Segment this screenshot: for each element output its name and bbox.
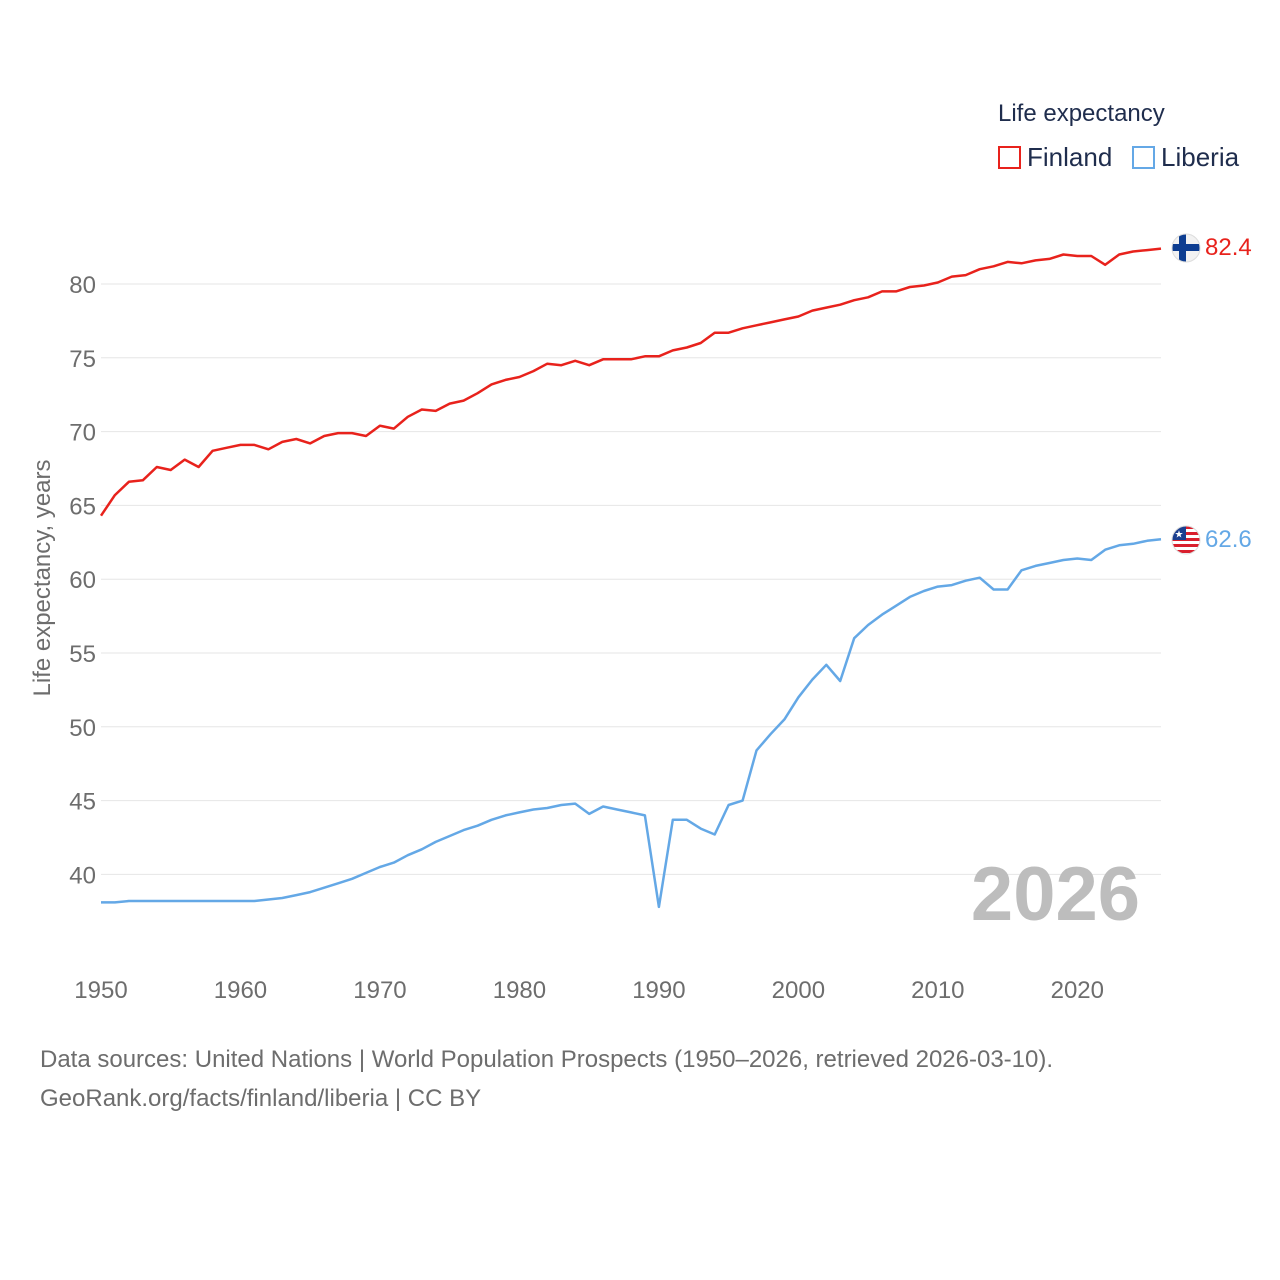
legend-item-finland[interactable]: Finland <box>998 142 1112 173</box>
y-tick-label: 40 <box>69 862 96 889</box>
y-tick-label: 80 <box>69 272 96 299</box>
liberia-end-value: 62.6 <box>1205 526 1252 553</box>
series-lines <box>99 247 1162 909</box>
source-line-1: Data sources: United Nations | World Pop… <box>40 1046 1054 1073</box>
y-tick-label: 70 <box>69 420 96 447</box>
series-line-finland <box>99 247 1162 517</box>
legend-label-finland: Finland <box>1027 142 1113 172</box>
x-tick-label: 2010 <box>911 977 964 1004</box>
legend-label-liberia: Liberia <box>1161 142 1240 172</box>
y-tick-label: 45 <box>69 789 96 816</box>
y-axis-label: Life expectancy, years <box>29 459 56 696</box>
year-watermark: 2026 <box>971 852 1140 937</box>
x-tick-label: 2020 <box>1051 977 1104 1004</box>
finland-swatch-icon <box>998 146 1021 169</box>
legend-title: Life expectancy <box>998 100 1165 127</box>
x-axis-ticks: 1950 1960 1970 1980 1990 2000 2010 2020 <box>74 977 1104 1004</box>
y-tick-label: 75 <box>69 346 96 373</box>
x-tick-label: 1990 <box>632 977 685 1004</box>
x-tick-label: 1960 <box>214 977 267 1004</box>
finland-flag-icon <box>1171 233 1201 263</box>
legend-item-liberia[interactable]: Liberia <box>1132 142 1239 173</box>
finland-end-value: 82.4 <box>1205 234 1252 261</box>
liberia-flag-icon: ★ <box>1171 525 1201 555</box>
source-link[interactable]: GeoRank.org/facts/finland/liberia | CC B… <box>40 1085 482 1112</box>
series-line-liberia <box>101 538 1162 909</box>
x-tick-label: 2000 <box>772 977 825 1004</box>
y-tick-label: 65 <box>69 493 96 520</box>
x-tick-label: 1970 <box>353 977 406 1004</box>
x-tick-label: 1980 <box>493 977 546 1004</box>
grid-lines <box>101 283 1161 875</box>
svg-text:★: ★ <box>1175 530 1184 541</box>
x-tick-label: 1950 <box>74 977 127 1004</box>
liberia-swatch-icon <box>1132 146 1155 169</box>
series-end-markers: ★ <box>1171 233 1201 555</box>
y-tick-label: 60 <box>69 567 96 594</box>
y-tick-label: 50 <box>69 715 96 742</box>
y-tick-label: 55 <box>69 641 96 668</box>
y-axis-ticks: 40 45 50 55 60 65 70 75 80 <box>69 272 96 889</box>
